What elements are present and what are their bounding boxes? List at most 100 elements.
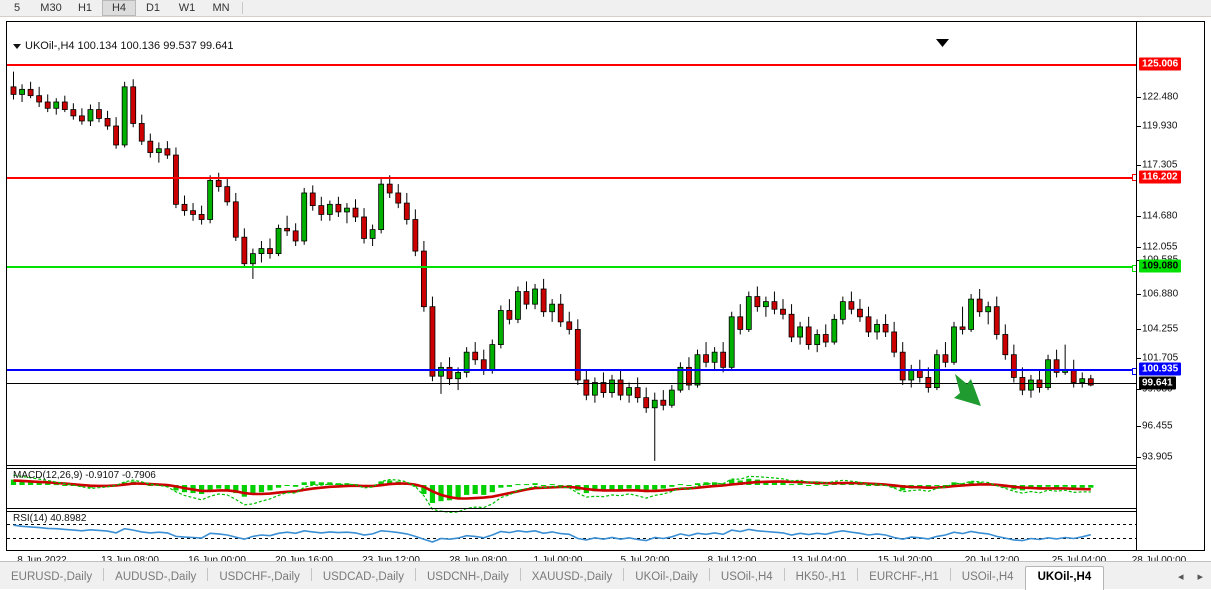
price-tick-label: 117.305 <box>1142 159 1178 171</box>
tab-prev-arrow[interactable]: ◂ <box>1177 571 1184 583</box>
timeframe-button-m30[interactable]: M30 <box>40 2 62 14</box>
chart-tab-usoil--h4[interactable]: USOil-,H4 <box>720 571 773 583</box>
time-axis-label: 5 Jul 20:00 <box>621 555 670 566</box>
chart-area: 122.480119.930117.305114.680112.055109.5… <box>0 17 1211 566</box>
plot-region[interactable] <box>7 22 1136 550</box>
timeframe-button-5[interactable]: 5 <box>13 2 21 14</box>
tab-separator <box>857 568 859 581</box>
timeframe-button-h1[interactable]: H1 <box>77 2 93 14</box>
price-tick-label: 119.930 <box>1142 120 1178 132</box>
candlestick-canvas <box>7 71 1136 543</box>
chart-tab-usdcnh--daily[interactable]: USDCNH-,Daily <box>426 571 509 583</box>
chart-tab-usdcad--daily[interactable]: USDCAD-,Daily <box>322 571 404 583</box>
time-axis-label: 13 Jun 08:00 <box>101 555 159 566</box>
price-level-chip-red-resistance[interactable]: 116.202 <box>1139 170 1181 184</box>
price-tick <box>1137 294 1141 295</box>
timeframe-button-h4[interactable]: H4 <box>102 0 136 16</box>
price-tick <box>1137 426 1141 427</box>
price-tick <box>1137 247 1141 248</box>
price-axis[interactable]: 122.480119.930117.305114.680112.055109.5… <box>1136 22 1204 550</box>
chart-frame: 122.480119.930117.305114.680112.055109.5… <box>6 21 1205 551</box>
price-level-line-red-resistance[interactable] <box>7 64 1136 66</box>
price-tick-label: 101.705 <box>1142 352 1179 364</box>
tab-separator <box>949 568 951 581</box>
time-axis-label: 13 Jul 04:00 <box>792 555 847 566</box>
price-tick <box>1137 457 1141 458</box>
timeframe-button-mn[interactable]: MN <box>212 2 230 14</box>
level-handle[interactable] <box>1132 174 1136 181</box>
price-tick <box>1137 97 1141 98</box>
time-axis-label: 16 Jun 00:00 <box>188 555 246 566</box>
price-level-chip-current-price[interactable]: 99.641 <box>1139 376 1176 390</box>
tab-separator <box>414 568 416 581</box>
price-tick <box>1137 389 1141 390</box>
price-tick <box>1137 358 1141 359</box>
green-down-arrow-annotation[interactable] <box>951 370 989 415</box>
price-tick <box>1137 216 1141 217</box>
price-tick-label: 112.055 <box>1142 241 1178 253</box>
toolbar-separator <box>242 2 243 14</box>
chart-tab-audusd--daily[interactable]: AUDUSD-,Daily <box>115 571 197 583</box>
chart-tab-hk50--h1[interactable]: HK50-,H1 <box>795 571 847 583</box>
price-tick-label: 96.455 <box>1142 420 1173 432</box>
triangle-down-marker[interactable] <box>936 39 949 47</box>
triangle-down-icon[interactable] <box>13 43 21 49</box>
price-tick-label: 93.905 <box>1142 451 1173 463</box>
chart-tab-ukoil--h4[interactable]: UKOil-,H4 <box>1024 566 1105 590</box>
tab-separator <box>519 568 521 581</box>
price-level-chip-green-level[interactable]: 109.080 <box>1139 259 1182 273</box>
level-handle[interactable] <box>1132 265 1136 272</box>
tab-separator <box>103 568 105 581</box>
time-axis: 8 Jun 2022 13 Jun 08:00 16 Jun 00:00 20 Jun… <box>6 552 1205 574</box>
price-tick-label: 114.680 <box>1142 210 1178 222</box>
time-axis-label: 20 Jul 12:00 <box>965 555 1020 566</box>
rsi-panel-divider <box>7 508 1136 509</box>
price-level-line-current-price[interactable] <box>7 383 1136 384</box>
time-axis-label: 1 Jul 00:00 <box>534 555 583 566</box>
macd-caption: MACD(12,26,9) -0.9107 -0.7906 <box>13 470 156 481</box>
price-tick <box>1137 165 1141 166</box>
timeframe-toolbar: 5 M30 H1 H4 D1 W1 MN <box>0 0 1211 17</box>
chart-symbol-label: UKOil-,H4 100.134 100.136 99.537 99.641 <box>25 40 234 52</box>
level-handle[interactable] <box>1132 368 1136 375</box>
time-axis-label: 28 Jul 00:00 <box>1132 555 1187 566</box>
price-level-line-red-resistance[interactable] <box>7 177 1136 179</box>
price-tick-label: 104.255 <box>1142 323 1179 335</box>
price-level-chip-blue-support[interactable]: 100.935 <box>1139 362 1182 376</box>
timeframe-button-d1[interactable]: D1 <box>145 2 161 14</box>
chart-tab-xauusd--daily[interactable]: XAUUSD-,Daily <box>531 571 613 583</box>
price-tick <box>1137 126 1141 127</box>
price-level-line-blue-support[interactable] <box>7 368 1136 375</box>
tab-separator <box>623 568 625 581</box>
price-tick-label: 122.480 <box>1142 91 1179 103</box>
time-axis-label: 8 Jul 12:00 <box>708 555 757 566</box>
tab-separator <box>310 568 312 581</box>
price-tick-label: 106.880 <box>1142 288 1179 300</box>
chart-symbol-header: UKOil-,H4 100.134 100.136 99.537 99.641 <box>13 40 234 52</box>
time-axis-label: 8 Jun 2022 <box>17 555 67 566</box>
tab-separator <box>708 568 710 581</box>
tab-separator <box>783 568 785 581</box>
rsi-panel-divider-2 <box>7 511 1136 512</box>
macd-panel-divider-2 <box>7 468 1136 469</box>
chart-tab-eurusd--daily[interactable]: EURUSD-,Daily <box>11 571 93 583</box>
time-axis-label: 25 Jul 04:00 <box>1052 555 1107 566</box>
chart-tab-ukoil--daily[interactable]: UKOil-,Daily <box>635 571 698 583</box>
time-axis-label: 28 Jun 08:00 <box>449 555 507 566</box>
price-level-chip-red-resistance[interactable]: 125.006 <box>1139 57 1182 71</box>
chart-tab-usoil--h4[interactable]: USOil-,H4 <box>961 571 1014 583</box>
tab-navigation: ◂ ▸ <box>1170 570 1211 589</box>
tab-next-arrow[interactable]: ▸ <box>1197 571 1203 583</box>
timeframe-button-w1[interactable]: W1 <box>178 2 196 14</box>
tab-separator <box>207 568 209 581</box>
macd-panel-divider <box>7 465 1136 466</box>
time-axis-label: 15 Jul 20:00 <box>878 555 933 566</box>
price-tick <box>1137 329 1141 330</box>
chart-tab-bar: EURUSD-,Daily AUDUSD-,Daily USDCHF-,Daily U… <box>0 561 1211 590</box>
price-level-line-green-level[interactable] <box>7 265 1136 272</box>
chart-tab-usdchf--daily[interactable]: USDCHF-,Daily <box>219 571 300 583</box>
rsi-caption: RSI(14) 40.8982 <box>13 513 87 524</box>
chart-tab-eurchf--h1[interactable]: EURCHF-,H1 <box>869 571 939 583</box>
time-axis-label: 20 Jun 16:00 <box>275 555 333 566</box>
time-axis-label: 23 Jun 12:00 <box>362 555 420 566</box>
